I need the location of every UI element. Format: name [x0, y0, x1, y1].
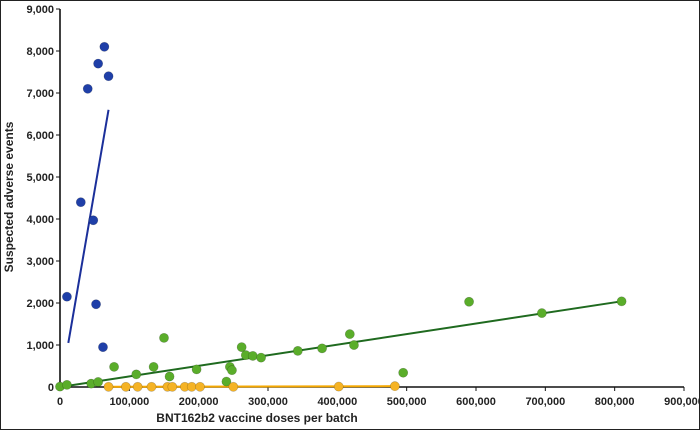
data-point	[62, 379, 72, 390]
data-point	[191, 364, 202, 375]
data-point	[93, 377, 104, 387]
data-point	[91, 299, 101, 310]
series-1	[62, 41, 114, 352]
data-point	[88, 215, 99, 226]
data-point	[228, 381, 239, 392]
data-point	[82, 83, 93, 94]
x-tick-label: 900,000	[664, 396, 699, 408]
x-tick-label: 0	[57, 396, 63, 408]
data-point	[349, 340, 359, 350]
data-point	[536, 308, 547, 318]
data-point	[186, 381, 197, 392]
x-tick-label: 100,000	[109, 396, 149, 408]
data-point	[464, 296, 474, 307]
data-point	[103, 71, 114, 82]
data-point	[398, 367, 409, 378]
data-point	[344, 329, 355, 339]
data-point	[99, 41, 110, 52]
data-point	[148, 361, 159, 372]
data-point	[164, 371, 175, 382]
trendline-series-3	[108, 385, 395, 388]
x-tick-label: 300,000	[248, 396, 288, 408]
data-point	[227, 365, 237, 376]
data-point	[146, 381, 157, 392]
data-points	[55, 41, 627, 392]
axes	[56, 8, 685, 391]
data-point	[256, 352, 266, 363]
data-point	[292, 345, 303, 356]
data-point	[236, 342, 247, 352]
data-point	[195, 381, 205, 392]
y-tick-label: 9,000	[26, 4, 54, 16]
data-point	[221, 376, 232, 387]
y-tick-label: 5,000	[26, 172, 54, 184]
data-point	[389, 381, 400, 392]
y-tick-label: 2,000	[26, 298, 54, 310]
x-tick-label: 700,000	[525, 396, 565, 408]
y-axis-title: Suspected adverse events	[2, 121, 16, 272]
data-point	[159, 332, 169, 343]
data-point	[616, 296, 627, 307]
series-2	[55, 296, 627, 392]
x-tick-label: 200,000	[179, 396, 219, 408]
trendline-series-2	[59, 300, 622, 388]
data-point	[75, 197, 86, 208]
data-point	[131, 369, 142, 380]
y-tick-label: 3,000	[26, 256, 54, 268]
data-point	[62, 291, 72, 302]
x-axis-title: BNT162b2 vaccine doses per batch	[156, 411, 357, 425]
tick-labels: 0 1,000 2,000 3,000 4,000 5,000 6,000 7,000 8,00…	[26, 4, 699, 408]
series-3	[103, 381, 400, 392]
data-point	[317, 343, 327, 354]
data-point	[247, 351, 258, 361]
data-point	[98, 342, 108, 352]
x-tick-label: 400,000	[317, 396, 357, 408]
y-tick-label: 1,000	[26, 340, 54, 352]
y-tick-label: 6,000	[26, 130, 54, 142]
x-tick-label: 800,000	[595, 396, 635, 408]
y-tick-label: 7,000	[26, 88, 54, 100]
y-tick-label: 8,000	[26, 46, 54, 58]
x-tick-label: 600,000	[456, 396, 496, 408]
x-tick-label: 500,000	[387, 396, 427, 408]
data-point	[120, 381, 131, 392]
trendlines	[59, 109, 622, 388]
y-tick-label: 4,000	[26, 214, 54, 226]
data-point	[93, 58, 104, 69]
y-tick-label: 0	[48, 382, 54, 394]
data-point	[132, 381, 143, 392]
trendline-series-1	[67, 109, 110, 344]
data-point	[333, 381, 344, 392]
data-point	[103, 381, 114, 392]
data-point	[167, 381, 178, 392]
data-point	[109, 361, 119, 372]
